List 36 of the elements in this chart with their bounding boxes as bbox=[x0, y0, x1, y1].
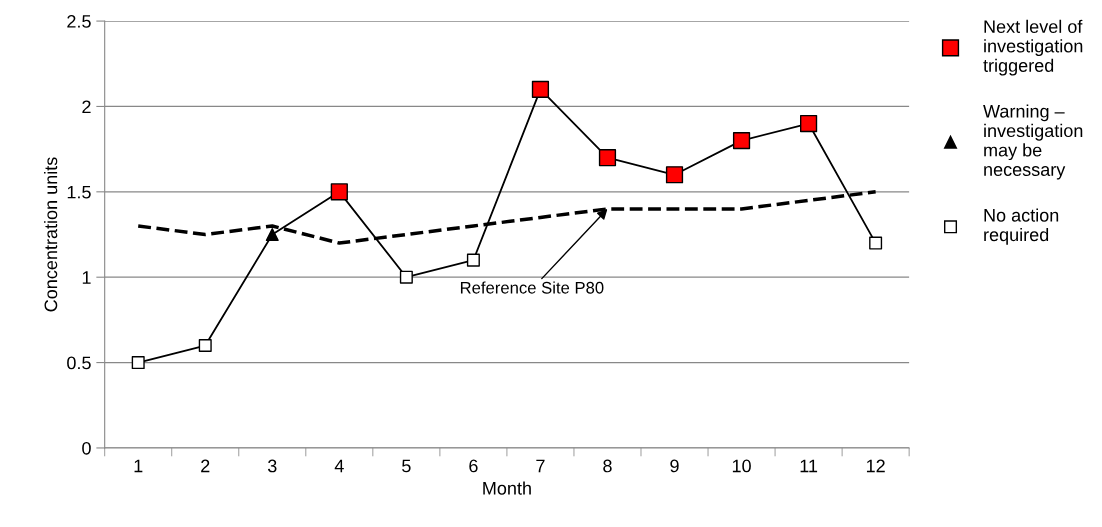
x-tick-label: 8 bbox=[603, 459, 612, 473]
legend-label: Warning – investigation may be necessary bbox=[983, 104, 1083, 180]
point bbox=[598, 149, 617, 167]
y-tick-label: 0.5 bbox=[67, 356, 91, 370]
legend-label: No action required bbox=[984, 208, 1059, 245]
y-tick-label: 2 bbox=[82, 100, 91, 113]
point bbox=[531, 80, 550, 98]
x-tick-label: 12 bbox=[866, 459, 885, 473]
x-tick-label: 7 bbox=[536, 459, 545, 473]
point bbox=[131, 356, 145, 370]
y-tick-label: 1 bbox=[82, 271, 91, 284]
x-tick-label: 3 bbox=[267, 459, 277, 473]
x-tick-label: 10 bbox=[732, 459, 751, 473]
legend-label: Next level of investigation triggered bbox=[983, 19, 1083, 76]
point bbox=[665, 166, 684, 184]
point bbox=[265, 228, 279, 242]
x-axis-title: Month bbox=[483, 481, 531, 495]
annotation: Reference Site P80 bbox=[460, 281, 604, 294]
point bbox=[399, 270, 413, 284]
y-axis-title: Concentration units bbox=[44, 157, 58, 312]
x-tick-label: 1 bbox=[134, 459, 143, 473]
point bbox=[466, 253, 480, 267]
x-tick-label: 4 bbox=[334, 459, 344, 473]
point bbox=[732, 131, 751, 150]
x-tick-label: 5 bbox=[402, 459, 411, 473]
point bbox=[330, 183, 348, 201]
x-tick-label: 2 bbox=[201, 459, 210, 473]
x-tick-label: 6 bbox=[469, 459, 478, 473]
y-tick-label: 0 bbox=[82, 441, 91, 455]
x-tick-label: 11 bbox=[800, 459, 818, 473]
y-tick-label: 1.5 bbox=[67, 185, 91, 199]
point bbox=[799, 114, 818, 133]
point bbox=[198, 338, 212, 353]
y-tick-label: 2.5 bbox=[67, 15, 91, 28]
x-tick-label: 9 bbox=[670, 459, 679, 473]
point bbox=[869, 236, 883, 250]
